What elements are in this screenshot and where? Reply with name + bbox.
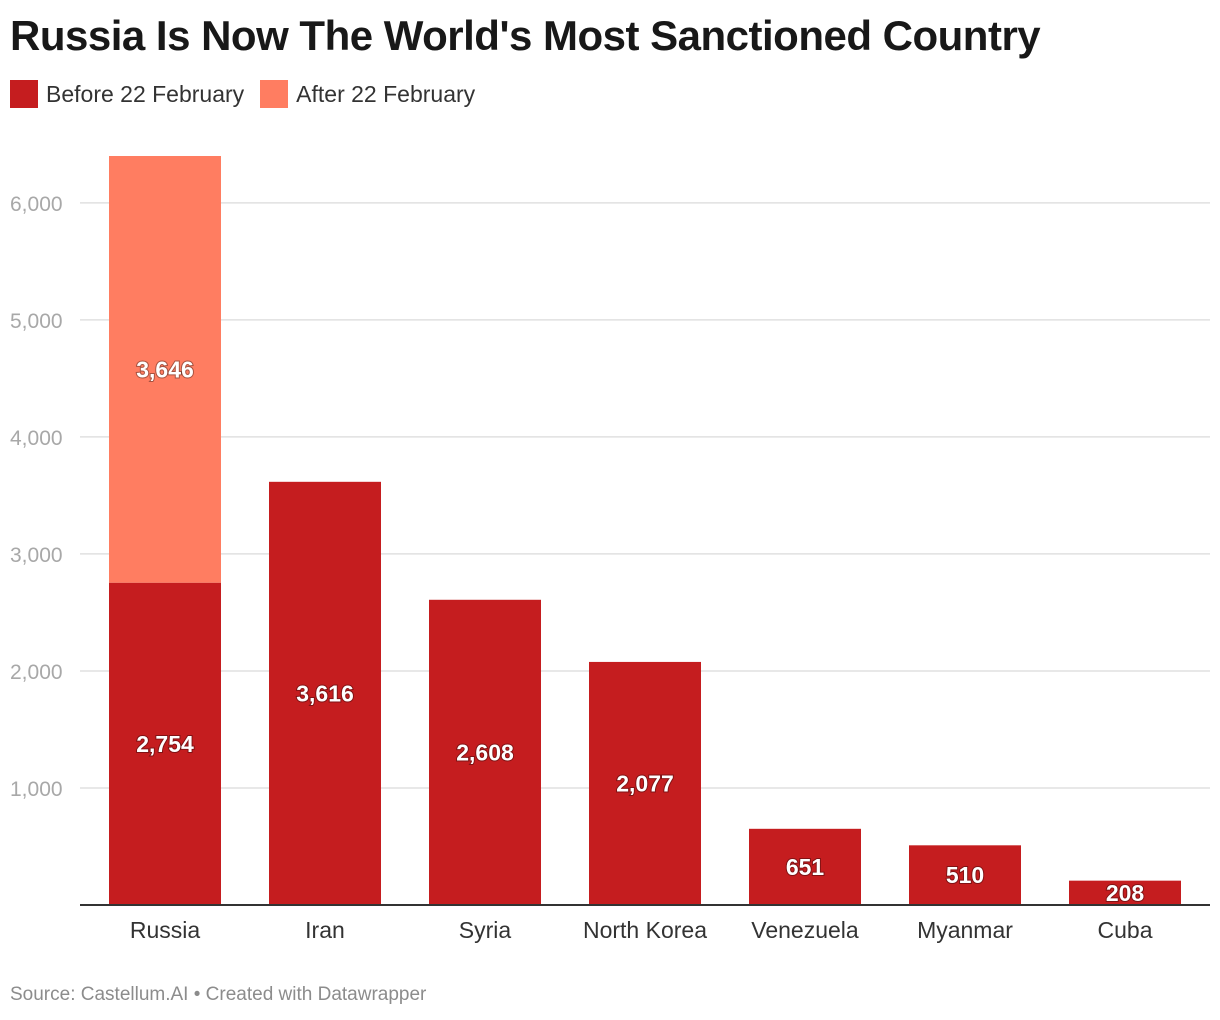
legend-label-after: After 22 February	[296, 80, 476, 107]
y-tick-label: 6,000	[10, 193, 63, 216]
legend: Before 22 February After 22 February	[10, 80, 491, 108]
data-label: 3,646	[136, 356, 194, 382]
data-label: 651	[786, 854, 825, 880]
legend-item-after: After 22 February	[260, 80, 475, 108]
source-note: Source: Castellum.AI • Created with Data…	[10, 984, 427, 1005]
data-label: 2,077	[616, 770, 674, 796]
bar	[909, 845, 1021, 905]
data-label: 510	[946, 862, 984, 888]
chart-title: Russia Is Now The World's Most Sanctione…	[10, 12, 1041, 59]
legend-label-before: Before 22 February	[46, 80, 245, 107]
bar	[589, 661, 701, 905]
y-tick-label: 2,000	[10, 661, 63, 684]
x-tick-label: Syria	[459, 917, 512, 943]
bar	[429, 599, 541, 905]
x-tick-label: Iran	[305, 917, 345, 943]
bar	[749, 828, 861, 905]
x-tick-label: North Korea	[583, 917, 707, 943]
bar	[1069, 880, 1181, 905]
legend-swatch-after	[260, 80, 289, 108]
x-tick-label: Russia	[130, 917, 201, 943]
x-tick-label: Venezuela	[751, 917, 859, 943]
legend-item-before: Before 22 February	[10, 80, 244, 108]
y-tick-label: 4,000	[10, 427, 63, 450]
x-tick-label: Cuba	[1098, 917, 1153, 943]
data-label: 2,754	[136, 731, 194, 757]
legend-swatch-before	[10, 80, 38, 108]
data-label: 3,616	[296, 680, 354, 706]
y-tick-label: 1,000	[10, 778, 63, 801]
bar-chart: 1,000 2,000 3,000 4,000 5,000 6,000 2,754 3,646…	[10, 156, 1210, 943]
y-tick-label: 5,000	[10, 310, 63, 333]
x-tick-label: Myanmar	[917, 917, 1013, 943]
data-label: 208	[1106, 880, 1145, 906]
bar	[109, 582, 221, 905]
bar	[109, 156, 221, 583]
y-tick-label: 3,000	[10, 544, 63, 567]
data-label: 2,608	[456, 739, 514, 765]
bar	[269, 481, 381, 905]
